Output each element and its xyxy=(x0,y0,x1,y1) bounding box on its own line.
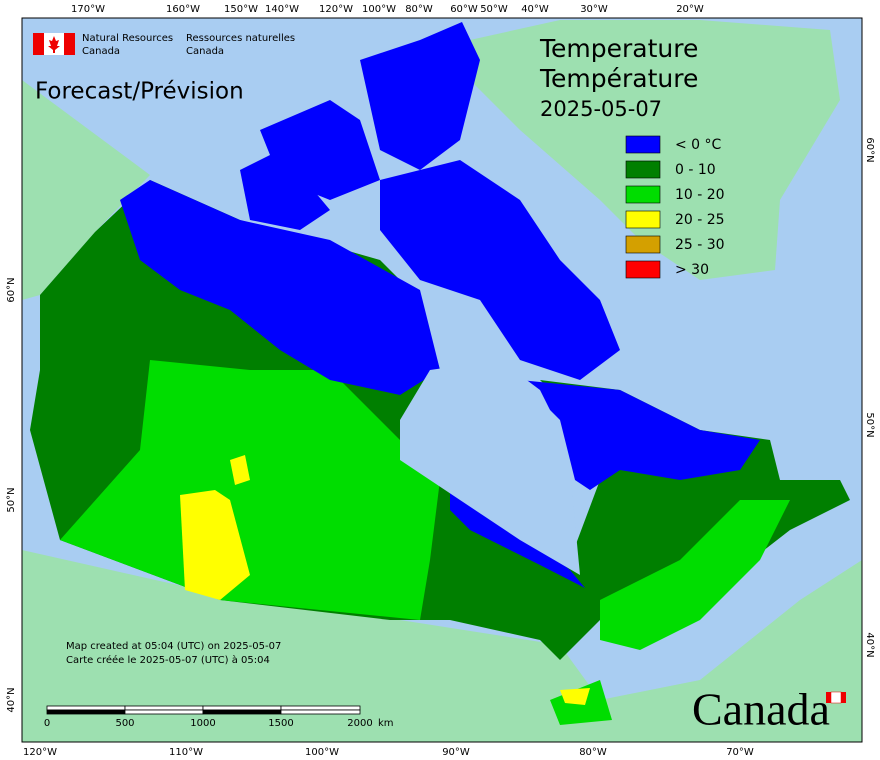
latitude-label: 50°N xyxy=(6,487,17,512)
scale-segment xyxy=(124,705,204,711)
agency-name: Natural Resources xyxy=(82,33,173,44)
zone-20-25 xyxy=(560,688,590,705)
longitude-label: 20°W xyxy=(676,4,704,15)
flag-bar xyxy=(841,692,846,703)
title-date: 2025-05-07 xyxy=(540,97,662,121)
logo-flag xyxy=(33,33,75,55)
legend-swatch xyxy=(625,210,661,229)
legend-label: 10 - 20 xyxy=(675,187,725,203)
legend-swatch xyxy=(625,160,661,179)
flag-bar xyxy=(826,692,831,703)
legend-label: < 0 °C xyxy=(675,137,722,153)
longitude-label: 110°W xyxy=(169,747,203,758)
longitude-label: 140°W xyxy=(265,4,299,15)
latitude-label: 40°N xyxy=(864,632,875,657)
zone-10-20 xyxy=(60,360,440,620)
zone-20-25 xyxy=(230,455,250,485)
subtitle: Forecast/Prévision xyxy=(35,79,244,105)
zone-below-0 xyxy=(120,180,440,395)
longitude-label: 120°W xyxy=(23,747,57,758)
hudson-bay xyxy=(400,360,580,575)
longitude-label: 60°W xyxy=(450,4,478,15)
legend-swatch xyxy=(625,185,661,204)
arctic-island xyxy=(240,150,330,230)
scale-unit: km xyxy=(378,718,394,729)
scale-segment xyxy=(46,705,126,711)
arctic-island xyxy=(380,160,620,380)
longitude-label: 50°W xyxy=(480,4,508,15)
latitude-label: 60°N xyxy=(864,137,875,162)
legend-swatch xyxy=(625,135,661,154)
longitude-label: 100°W xyxy=(305,747,339,758)
zone-below-0 xyxy=(520,380,760,490)
arctic-island xyxy=(360,22,480,170)
wordmark-flag xyxy=(826,691,846,704)
scale-label: 2000 xyxy=(347,718,372,729)
longitude-label: 100°W xyxy=(362,4,396,15)
longitude-label: 160°W xyxy=(166,4,200,15)
scale-label: 1500 xyxy=(268,718,293,729)
longitude-label: 80°W xyxy=(579,747,607,758)
legend-swatch xyxy=(625,260,661,279)
legend-swatch xyxy=(625,235,661,254)
maple-leaf xyxy=(48,36,60,53)
longitude-label: 40°W xyxy=(521,4,549,15)
footer-note: Carte créée le 2025-05-07 (UTC) à 05:04 xyxy=(66,654,270,666)
scale-segment xyxy=(46,709,126,715)
zone-20-25 xyxy=(180,490,250,600)
alaska xyxy=(22,80,150,300)
flag-bar xyxy=(64,33,75,55)
map-border xyxy=(21,17,863,743)
flag-bar xyxy=(33,33,44,55)
flag-center xyxy=(830,691,842,704)
longitude-label: 120°W xyxy=(319,4,353,15)
scale-segment xyxy=(124,709,204,715)
scale-label: 0 xyxy=(44,718,50,729)
scale-label: 500 xyxy=(115,718,134,729)
longitude-label: 90°W xyxy=(442,747,470,758)
longitude-label: 80°W xyxy=(405,4,433,15)
map-frame xyxy=(21,17,863,743)
title: Temperature xyxy=(539,34,698,63)
longitude-label: 150°W xyxy=(224,4,258,15)
scale-segment xyxy=(202,705,282,711)
longitude-label: 30°W xyxy=(580,4,608,15)
legend-label: 25 - 30 xyxy=(675,237,725,253)
agency-name: Ressources naturelles xyxy=(186,33,295,44)
wordmark: Canada xyxy=(692,684,830,735)
latitude-label: 50°N xyxy=(864,412,875,437)
legend-label: 0 - 10 xyxy=(675,162,716,178)
longitude-label: 70°W xyxy=(726,747,754,758)
scale-segment xyxy=(202,709,282,715)
scale-segment xyxy=(280,709,361,715)
legend-label: 20 - 25 xyxy=(675,212,725,228)
latitude-label: 40°N xyxy=(6,687,17,712)
scale-segment xyxy=(280,705,361,711)
agency-name: Canada xyxy=(186,46,224,57)
latitude-label: 60°N xyxy=(6,277,17,302)
footer-note: Map created at 05:04 (UTC) on 2025-05-07 xyxy=(66,641,281,652)
longitude-label: 170°W xyxy=(71,4,105,15)
title: Température xyxy=(539,64,698,93)
scale-label: 1000 xyxy=(190,718,215,729)
agency-name: Canada xyxy=(82,46,120,57)
zone-10-20 xyxy=(600,500,790,650)
legend-label: > 30 xyxy=(675,262,709,278)
